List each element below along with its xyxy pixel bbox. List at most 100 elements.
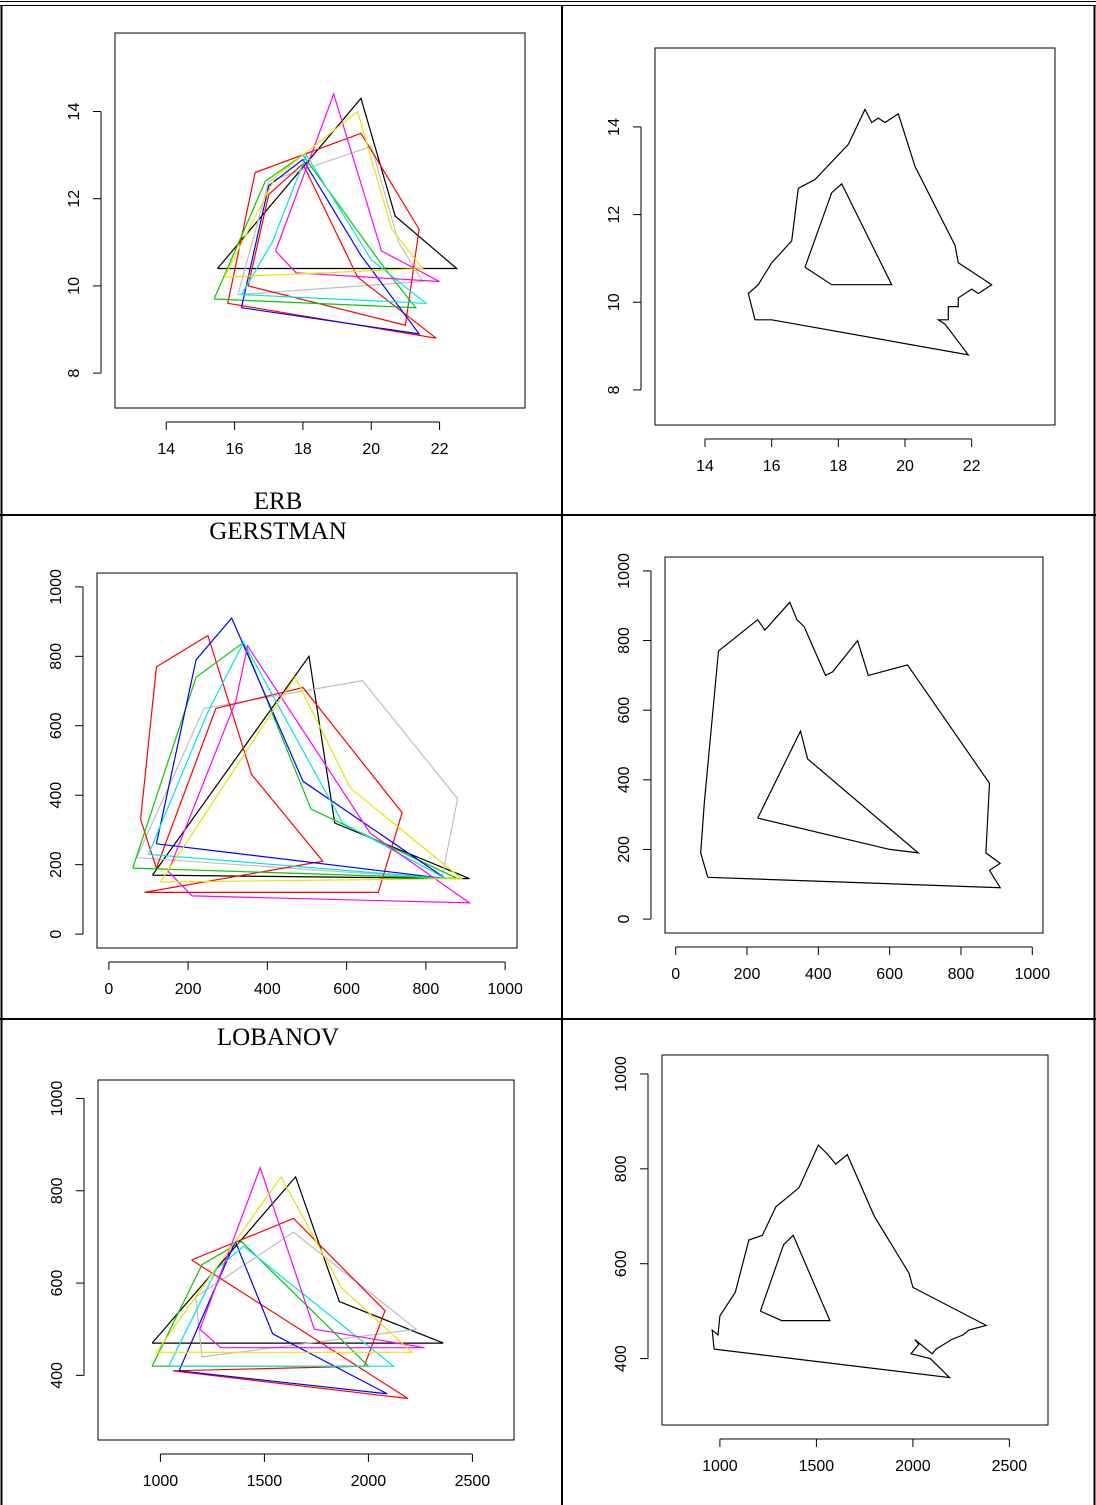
x-tick-label: 2000 <box>895 1458 931 1475</box>
vowel-space-polygon-8 <box>223 110 424 278</box>
x-tick-label: 1000 <box>143 1473 179 1490</box>
y-tick-label: 800 <box>616 627 633 654</box>
vowel-space-polygon-1 <box>711 1144 988 1379</box>
vowel-space-polygon-1 <box>151 1175 444 1344</box>
x-tick-label: 0 <box>671 966 680 983</box>
vowel-space-polygon-2 <box>136 679 459 880</box>
y-tick-label: 0 <box>616 915 633 924</box>
y-tick-label: 8 <box>66 369 83 378</box>
y-tick-label: 14 <box>606 118 623 136</box>
vowel-space-polygon-6 <box>168 1245 396 1367</box>
vowel-space-polygon-2 <box>757 729 921 854</box>
plot-frame <box>664 556 1044 934</box>
x-tick-label: 2500 <box>992 1458 1028 1475</box>
y-tick-label: 1000 <box>616 553 633 589</box>
plot-frame <box>661 1054 1049 1426</box>
x-tick-label: 1000 <box>702 1458 738 1475</box>
x-tick-label: 18 <box>829 458 847 475</box>
y-tick-label: 10 <box>606 293 623 311</box>
y-tick-label: 400 <box>48 782 65 809</box>
x-tick-label: 400 <box>805 966 832 983</box>
x-tick-label: 22 <box>431 441 449 458</box>
y-tick-label: 0 <box>48 930 65 939</box>
vowel-space-polygon-1 <box>217 97 459 270</box>
vowel-space-polygon-2 <box>195 1231 418 1358</box>
x-tick-label: 1000 <box>1015 966 1051 983</box>
vowel-space-polygon-2 <box>237 145 424 296</box>
x-tick-label: 800 <box>413 981 440 998</box>
x-tick-label: 18 <box>294 441 312 458</box>
x-tick-label: 400 <box>254 981 281 998</box>
vowel-space-polygon-6 <box>240 153 428 304</box>
y-tick-label: 200 <box>48 851 65 878</box>
row-title-gerstman: GERSTMAN <box>209 518 347 545</box>
y-tick-label: 600 <box>616 697 633 724</box>
x-tick-label: 20 <box>362 441 380 458</box>
x-tick-label: 22 <box>963 458 981 475</box>
vowel-space-polygon-7 <box>275 92 440 283</box>
vowel-space-polygon-2 <box>759 1234 831 1322</box>
x-tick-label: 14 <box>696 458 714 475</box>
plot-frame <box>654 47 1056 426</box>
vowel-space-polygon-5 <box>240 158 421 335</box>
y-tick-label: 10 <box>66 277 83 295</box>
y-tick-label: 1000 <box>613 1056 630 1092</box>
y-tick-label: 400 <box>616 766 633 793</box>
row-title-lobanov: LOBANOV <box>216 1024 340 1051</box>
vowel-space-polygon-1 <box>747 108 993 356</box>
x-tick-label: 1500 <box>247 1473 283 1490</box>
vowel-space-polygon-4 <box>213 154 417 309</box>
row-title-erb: ERB <box>253 488 303 515</box>
x-tick-label: 1500 <box>799 1458 835 1475</box>
y-tick-label: 12 <box>606 206 623 224</box>
x-tick-label: 20 <box>896 458 914 475</box>
x-tick-label: 600 <box>333 981 360 998</box>
plot-frame <box>96 572 518 949</box>
y-tick-label: 14 <box>66 102 83 120</box>
vowel-space-polygon-1 <box>152 654 470 880</box>
vowel-space-polygon-8 <box>155 1175 414 1353</box>
y-tick-label: 600 <box>613 1250 630 1277</box>
y-tick-label: 200 <box>616 836 633 863</box>
y-tick-label: 600 <box>49 1270 66 1297</box>
x-tick-label: 16 <box>226 441 244 458</box>
vowel-space-polygon-6 <box>147 641 446 880</box>
y-tick-label: 600 <box>48 712 65 739</box>
y-tick-label: 400 <box>49 1362 66 1389</box>
vowel-space-polygon-1 <box>700 601 1002 889</box>
x-tick-label: 16 <box>763 458 781 475</box>
x-tick-label: 0 <box>104 981 113 998</box>
y-tick-label: 800 <box>613 1155 630 1182</box>
vowel-space-polygon-7 <box>167 644 472 904</box>
plot-frame <box>114 32 526 409</box>
vowel-space-polygon-3 <box>140 634 403 894</box>
vowel-space-polygon-2 <box>804 182 893 286</box>
x-tick-label: 2500 <box>455 1473 491 1490</box>
y-tick-label: 8 <box>606 385 623 394</box>
x-tick-label: 800 <box>948 966 975 983</box>
x-tick-label: 200 <box>734 966 761 983</box>
y-tick-label: 400 <box>613 1345 630 1372</box>
x-tick-label: 1000 <box>487 981 523 998</box>
vowel-space-polygon-8 <box>159 675 464 883</box>
x-tick-label: 2000 <box>351 1473 387 1490</box>
vowel-space-polygon-7 <box>199 1165 425 1349</box>
y-tick-label: 800 <box>49 1177 66 1204</box>
x-tick-label: 600 <box>876 966 903 983</box>
plot-frame <box>97 1079 515 1441</box>
y-tick-label: 12 <box>66 190 83 208</box>
y-tick-label: 1000 <box>48 569 65 605</box>
x-tick-label: 14 <box>157 441 175 458</box>
y-tick-label: 1000 <box>49 1081 66 1117</box>
y-tick-label: 800 <box>48 643 65 670</box>
vowel-space-polygon-5 <box>155 616 447 880</box>
x-tick-label: 200 <box>175 981 202 998</box>
